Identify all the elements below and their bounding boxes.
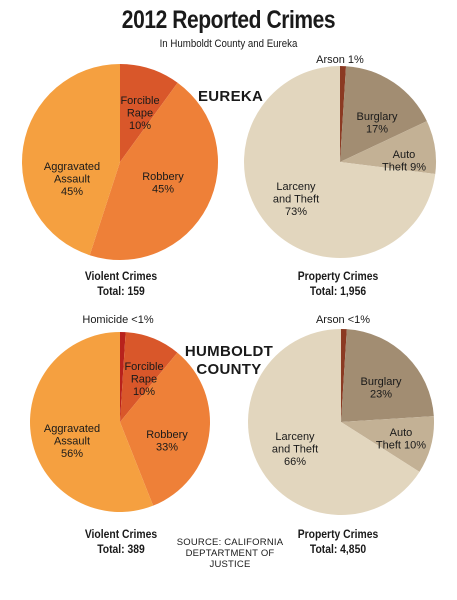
caption-total: Total: 389 (97, 544, 145, 556)
slice-label-line: Homicide <1% (82, 314, 153, 326)
slice-label-line: Robbery (146, 429, 188, 441)
pie-slice-arson (341, 329, 347, 422)
slice-label-line: Aggravated (44, 161, 100, 173)
caption-total: Total: 4,850 (309, 544, 367, 556)
slice-label-line: Assault (54, 436, 90, 448)
source-line-1: SOURCE: CALIFORNIA (176, 537, 284, 548)
slice-label-forcible-rape: Forcible Rape 10% (124, 361, 163, 398)
pie-slice-aggravated-assault (29, 332, 154, 512)
pie-eureka-violent: Forcible Rape 10%Robbery 45%Aggravated Assau… (22, 64, 218, 260)
slice-label-line: Auto (390, 427, 413, 439)
pie-slice-larceny (247, 329, 420, 515)
slice-label-robbery: Robbery 33% (146, 429, 188, 454)
pie-slice-auto-theft (341, 416, 434, 472)
pie-slice-burglary (340, 66, 427, 162)
pie-slice-homicide (120, 332, 126, 422)
slice-label-line: 17% (366, 124, 388, 136)
slice-label-line: 10% (129, 120, 151, 132)
slice-label-aggravated-assault: Aggravated Assault 56% (44, 423, 100, 460)
slice-label-larceny: Larceny and Theft 66% (272, 431, 318, 468)
slice-label-line: Larceny (275, 431, 315, 443)
slice-label-line: Burglary (361, 376, 402, 388)
pie-slice-auto-theft (340, 121, 436, 175)
slice-label-line: and Theft (273, 194, 319, 206)
slice-label-line: Rape (127, 108, 153, 120)
caption-title: Property Crimes (297, 529, 379, 541)
pie-slice-arson (340, 66, 347, 162)
caption-eureka-property: Property Crimes Total: 1,956 (280, 270, 397, 300)
pie-humboldt-violent: Homicide <1% Forcible Rape 10% Robbery 33% Agg… (29, 314, 210, 512)
slice-label-line: 45% (152, 184, 174, 196)
region-label-humboldt: HUMBOLDT COUNTY (184, 343, 274, 379)
slice-label-line: 56% (61, 448, 83, 460)
chart-subtitle: In Humboldt County and Eureka (159, 38, 298, 50)
chart-title: 2012 Reported Crimes (121, 6, 336, 34)
slice-label-line: 73% (285, 206, 307, 218)
caption-eureka-violent: Violent Crimes Total: 159 (63, 270, 180, 300)
pie-humboldt-property: Arson <1% Burglary 23% Auto Theft 10% Larceny… (247, 314, 434, 515)
pie-eureka-property: Arson 1% Burglary 17% Auto Theft 9% Larceny an… (243, 54, 436, 259)
slice-label-homicide: Homicide <1% (82, 314, 153, 326)
slice-label-line: Rape (131, 374, 157, 386)
slice-label-line: Theft 9% (382, 162, 426, 174)
pie-slice-robbery (120, 352, 210, 506)
slice-label-line: Auto (393, 149, 416, 161)
slice-label-line: and Theft (272, 444, 318, 456)
pie-slice-burglary (341, 329, 434, 422)
caption-total: Total: 1,956 (309, 286, 367, 298)
pie-slice-forcible-rape (120, 64, 178, 162)
caption-title: Property Crimes (297, 271, 379, 283)
slice-label-line: 23% (370, 389, 392, 401)
slice-label-line: Arson 1% (316, 54, 364, 66)
slice-label-aggravated-assault: Aggravated Assault 45% (44, 161, 100, 198)
region-label-eureka: EUREKA (198, 88, 264, 105)
caption-title: Violent Crimes (84, 271, 158, 283)
pie-slice-aggravated-assault (22, 64, 121, 256)
region-label-humboldt-line1: HUMBOLDT (184, 343, 274, 360)
caption-humboldt-property: Property Crimes Total: 4,850 (280, 528, 397, 558)
slice-label-robbery: Robbery 45% (142, 171, 184, 196)
caption-title: Violent Crimes (84, 529, 158, 541)
slice-label-line: Arson <1% (316, 314, 370, 326)
slice-label-line: Larceny (276, 181, 316, 193)
slice-label-larceny: Larceny and Theft 73% (273, 181, 319, 218)
slice-label-line: Forcible (124, 361, 163, 373)
slice-label-arson: Arson 1% (316, 54, 364, 66)
slice-label-auto-theft: Auto Theft 10% (376, 427, 426, 452)
pie-slice-forcible-rape (120, 332, 178, 422)
slice-label-line: Burglary (357, 111, 398, 123)
region-label-humboldt-line2: COUNTY (196, 361, 262, 378)
slice-label-line: 45% (61, 186, 83, 198)
slice-label-line: Theft 10% (376, 440, 426, 452)
slice-label-line: Aggravated (44, 423, 100, 435)
caption-total: Total: 159 (97, 286, 145, 298)
pie-slice-larceny (243, 66, 436, 259)
slice-label-line: Forcible (120, 95, 159, 107)
slice-label-line: 66% (284, 456, 306, 468)
pie-slice-robbery (89, 82, 218, 260)
slice-label-line: Assault (54, 174, 90, 186)
source-line-2: DEPTARTMENT OF JUSTICE (185, 548, 275, 570)
slice-label-line: Robbery (142, 171, 184, 183)
slice-label-burglary: Burglary 17% (357, 111, 398, 136)
source-note: SOURCE: CALIFORNIA DEPTARTMENT OF JUSTIC… (170, 537, 290, 570)
slice-label-line: 33% (156, 442, 178, 454)
slice-label-arson: Arson <1% (316, 314, 370, 326)
slice-label-forcible-rape: Forcible Rape 10% (120, 95, 159, 132)
slice-label-line: 10% (133, 386, 155, 398)
slice-label-burglary: Burglary 23% (361, 376, 402, 401)
slice-label-auto-theft: Auto Theft 9% (382, 149, 426, 174)
caption-humboldt-violent: Violent Crimes Total: 389 (63, 528, 180, 558)
